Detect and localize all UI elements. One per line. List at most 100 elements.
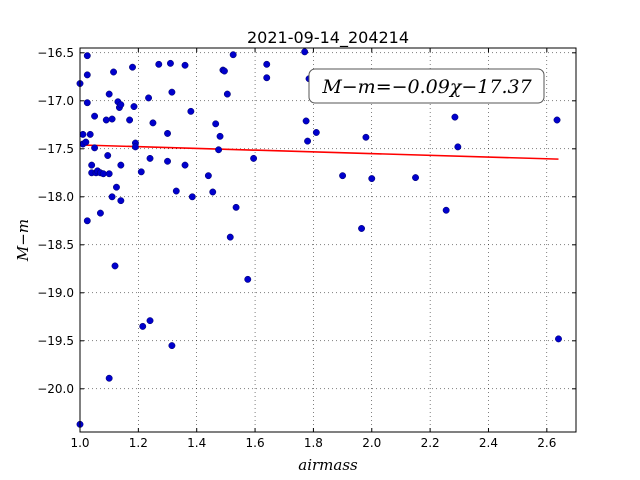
data-point: [301, 48, 309, 56]
data-point: [244, 275, 252, 283]
data-point: [187, 107, 195, 115]
data-point: [368, 175, 376, 183]
y-tick-label: −20.0: [37, 382, 74, 396]
data-point: [105, 374, 113, 382]
data-point: [216, 132, 224, 140]
data-point: [111, 262, 119, 270]
data-point: [129, 63, 136, 71]
data-point: [117, 161, 125, 169]
y-axis-ticks: −16.5 −17.0 −17.5 −18.0 −18.5 −19.0 −19.5 −20.0: [37, 46, 576, 396]
data-point: [166, 59, 174, 67]
data-point: [83, 52, 91, 60]
data-point: [229, 51, 237, 59]
data-point: [212, 120, 220, 128]
data-point: [126, 116, 134, 124]
chart-title: 2021-09-14_204214: [247, 28, 409, 48]
data-point: [117, 101, 125, 109]
data-point: [108, 115, 116, 123]
data-point: [263, 74, 271, 82]
data-point: [263, 60, 271, 68]
data-point: [223, 90, 231, 98]
fit-line-group: [85, 144, 559, 160]
x-tick-label: 2.0: [362, 436, 381, 450]
data-point: [149, 119, 157, 127]
data-point: [83, 217, 91, 225]
data-point: [164, 157, 171, 165]
data-point: [155, 60, 163, 68]
data-point: [113, 183, 120, 191]
data-point: [339, 172, 347, 180]
data-point: [442, 206, 450, 214]
y-tick-label: −19.5: [37, 334, 74, 348]
x-tick-label: 2.6: [537, 436, 556, 450]
data-point: [146, 154, 154, 162]
data-point: [130, 103, 138, 111]
x-axis-ticks: 1.0 1.2 1.4 1.6 1.8 2.0 2.2 2.4 2.6: [70, 48, 556, 450]
x-tick-label: 1.6: [246, 436, 265, 450]
data-point: [168, 342, 176, 350]
data-point: [105, 90, 113, 98]
data-point: [215, 146, 223, 154]
data-point: [362, 133, 370, 141]
equation-text: M−m=−0.09χ−17.37: [321, 76, 532, 98]
data-point: [204, 172, 212, 180]
data-point: [104, 152, 112, 159]
data-point: [232, 203, 240, 211]
data-point: [226, 233, 234, 241]
data-point: [79, 130, 87, 138]
data-point: [555, 335, 562, 343]
data-point: [117, 197, 125, 205]
equation-box: M−m=−0.09χ−17.37: [308, 68, 545, 104]
y-tick-label: −18.5: [37, 238, 74, 252]
data-point: [412, 174, 419, 182]
y-tick-label: −17.5: [37, 142, 74, 156]
data-point: [312, 129, 320, 136]
x-axis-label: airmass: [298, 456, 358, 474]
data-point: [91, 112, 99, 120]
data-point: [108, 193, 116, 201]
data-point: [96, 209, 104, 217]
data-point: [209, 188, 217, 196]
data-point: [164, 129, 171, 137]
equation-box-frame: [308, 68, 545, 104]
y-tick-label: −19.0: [37, 286, 74, 300]
x-tick-label: 1.0: [70, 436, 89, 450]
data-point: [105, 170, 113, 178]
data-point: [454, 143, 462, 151]
data-point: [131, 143, 139, 151]
data-point: [358, 225, 366, 232]
data-points: [76, 48, 562, 428]
x-tick-label: 1.2: [129, 436, 148, 450]
data-point: [146, 317, 154, 325]
fit-line: [85, 144, 559, 160]
data-point: [181, 61, 189, 69]
data-point: [553, 116, 561, 124]
data-point: [102, 116, 110, 124]
data-point: [304, 137, 312, 145]
data-point: [188, 193, 196, 201]
y-tick-label: −18.0: [37, 190, 74, 204]
y-axis-label: M−m: [14, 219, 32, 262]
y-tick-label: −17.0: [37, 94, 74, 108]
data-point: [451, 113, 459, 121]
data-point: [181, 161, 189, 169]
data-point: [83, 71, 91, 79]
x-tick-label: 2.4: [479, 436, 498, 450]
data-point: [168, 88, 176, 96]
data-point: [172, 187, 180, 195]
data-point: [99, 170, 107, 178]
plot-frame: [79, 47, 577, 433]
data-point: [110, 68, 118, 76]
x-tick-label: 1.4: [187, 436, 206, 450]
data-point: [220, 67, 228, 75]
data-point: [91, 144, 99, 152]
data-point: [145, 94, 153, 102]
data-point: [88, 161, 96, 169]
data-point: [250, 154, 258, 162]
x-tick-label: 2.2: [421, 436, 440, 450]
data-point: [86, 130, 94, 138]
data-point: [137, 168, 145, 176]
x-tick-label: 1.8: [304, 436, 323, 450]
data-point: [302, 117, 310, 125]
